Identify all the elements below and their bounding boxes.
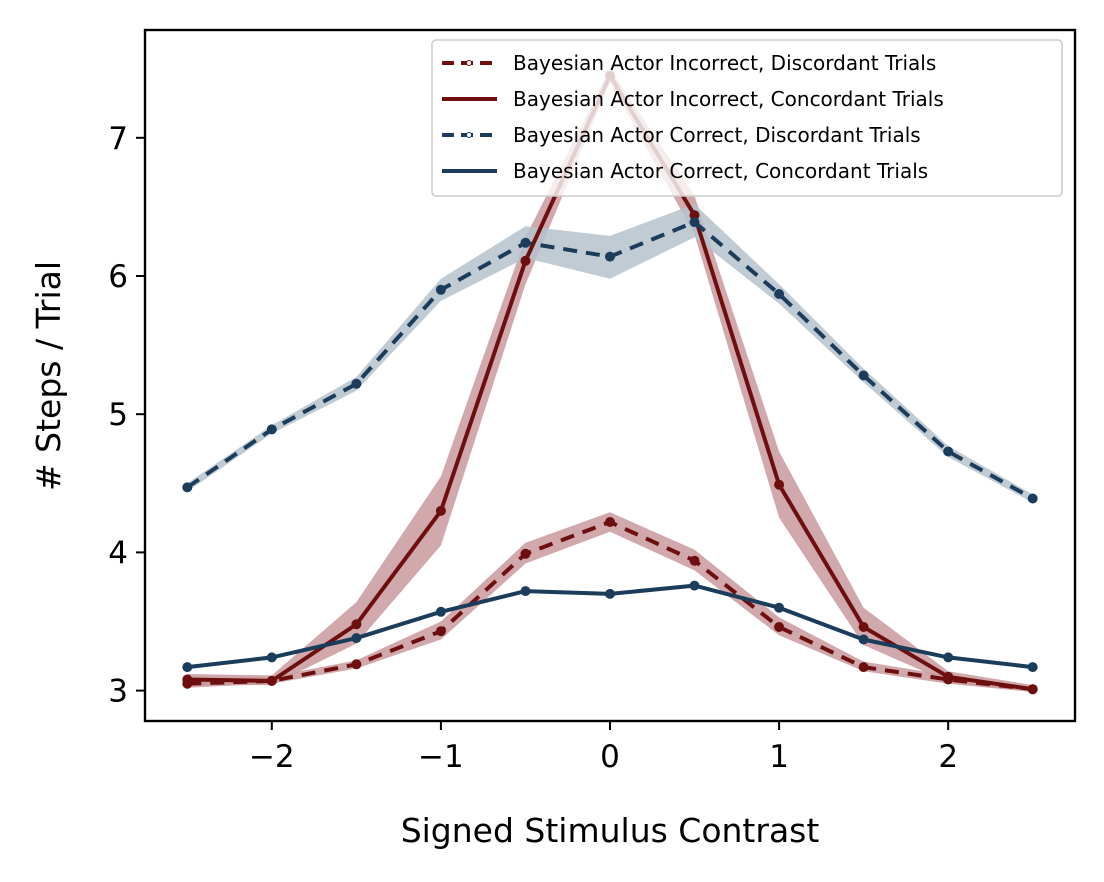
series-3-point-6 [689,580,700,591]
series-band-1 [187,68,1033,692]
y-tick-label: 5 [108,397,128,433]
series-1-point-7 [774,479,785,490]
series-2-point-3 [435,284,446,295]
series-0-point-8 [858,662,869,673]
legend-label-1: Bayesian Actor Incorrect, Concordant Tri… [513,87,944,111]
legend-marker-2 [466,132,472,138]
x-tick-label: −2 [249,739,295,775]
y-tick-label: 4 [108,535,128,571]
series-markers [182,70,1038,695]
y-tick-label: 7 [108,121,128,157]
series-1-point-1 [266,675,277,686]
series-3-point-5 [605,588,615,599]
series-3-point-7 [774,602,785,613]
series-1-point-3 [435,505,446,516]
series-3-point-10 [1027,662,1038,673]
series-3-point-1 [266,652,277,663]
legend-box [431,39,1063,197]
series-0-point-4 [520,548,531,559]
series-1-point-8 [858,622,869,632]
y-axis-label: # Steps / Trial [29,261,68,491]
series-2-point-2 [351,378,362,389]
series-3-point-4 [520,586,531,597]
series-3-point-3 [435,606,446,617]
series-3-point-0 [182,662,193,673]
series-0-point-3 [435,626,446,637]
y-axis-ticks: 3 4 5 6 7 [108,121,145,710]
legend: Bayesian Actor Incorrect, Discordant Tri… [431,39,1063,197]
series-3-point-9 [943,652,954,663]
series-1-point-9 [943,671,954,682]
legend-label-3: Bayesian Actor Correct, Concordant Trial… [513,159,928,183]
legend-marker-0 [466,60,472,66]
series-2-point-1 [266,424,277,435]
y-tick-label: 3 [108,674,128,710]
series-2-point-8 [858,370,869,381]
x-tick-label: 0 [600,739,620,775]
legend-label-0: Bayesian Actor Incorrect, Discordant Tri… [513,51,936,75]
series-0-point-2 [351,659,362,670]
series-2-point-0 [182,482,193,493]
y-tick-label: 6 [108,259,128,295]
series-1-point-2 [351,619,362,630]
series-0-point-7 [774,622,785,632]
x-tick-label: −1 [418,739,464,775]
series-2-point-10 [1027,493,1038,504]
series-2-point-7 [774,289,785,299]
series-2-point-9 [943,446,954,457]
series-3-point-8 [858,634,869,645]
series-0-point-6 [689,555,700,566]
series-3-point-2 [351,633,362,644]
series-1-point-6 [689,210,700,221]
x-tick-label: 2 [938,739,958,775]
series-1-point-10 [1027,684,1038,695]
series-1-point-0 [182,674,193,685]
series-band-2 [187,204,1033,503]
series-2-point-6 [689,217,700,228]
legend-label-2: Bayesian Actor Correct, Discordant Trial… [513,123,921,147]
series-2-point-4 [520,237,531,248]
series-1-point-4 [520,255,531,266]
series-0-point-5 [605,517,615,527]
series-2-point-5 [605,251,615,262]
series-band-0 [187,512,1033,692]
x-axis-ticks: −2 −1 0 1 2 [249,721,958,775]
x-axis-label: Signed Stimulus Contrast [401,811,820,850]
x-tick-label: 1 [769,739,789,775]
